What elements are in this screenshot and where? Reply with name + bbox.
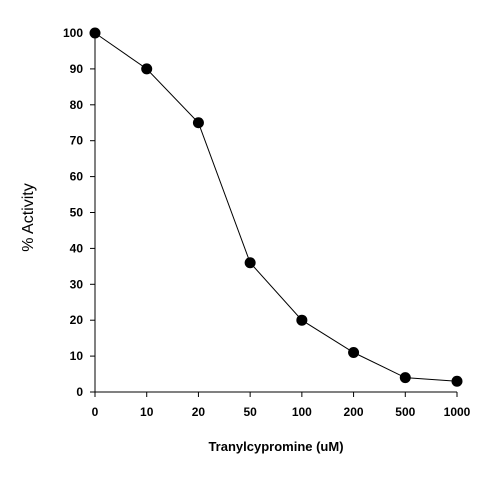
data-point bbox=[192, 117, 204, 129]
x-axis-ticks: 0 10 20 50 100 200 500 1000 bbox=[92, 392, 471, 419]
data-point bbox=[451, 375, 463, 387]
y-tick-label: 40 bbox=[70, 241, 84, 255]
data-point bbox=[348, 347, 360, 359]
series-line bbox=[94, 32, 458, 382]
x-tick-label: 1000 bbox=[444, 405, 471, 419]
y-tick-label: 100 bbox=[63, 26, 83, 40]
y-tick-label: 50 bbox=[70, 206, 84, 220]
y-tick-label: 10 bbox=[70, 349, 84, 363]
y-tick-label: 20 bbox=[70, 313, 84, 327]
x-axis-title: Tranylcypromine (uM) bbox=[208, 439, 343, 454]
y-tick-label: 90 bbox=[70, 62, 84, 76]
y-axis-title: % Activity bbox=[20, 183, 37, 251]
y-tick-label: 60 bbox=[70, 170, 84, 184]
x-tick-label: 500 bbox=[395, 405, 415, 419]
x-tick-label: 20 bbox=[192, 405, 206, 419]
x-tick-label: 0 bbox=[92, 405, 99, 419]
data-point bbox=[89, 27, 101, 39]
data-point bbox=[141, 63, 153, 75]
y-tick-label: 0 bbox=[76, 385, 83, 399]
x-tick-label: 100 bbox=[292, 405, 312, 419]
y-axis-ticks: 0 10 20 30 40 50 60 70 80 90 100 bbox=[63, 26, 95, 399]
x-tick-label: 50 bbox=[243, 405, 257, 419]
y-tick-label: 80 bbox=[70, 98, 84, 112]
x-tick-label: 10 bbox=[140, 405, 154, 419]
data-point bbox=[399, 372, 411, 384]
x-tick-label: 200 bbox=[344, 405, 364, 419]
data-point bbox=[244, 257, 256, 269]
data-point bbox=[296, 314, 308, 326]
y-tick-label: 70 bbox=[70, 134, 84, 148]
y-tick-label: 30 bbox=[70, 277, 84, 291]
series-group bbox=[89, 27, 463, 387]
